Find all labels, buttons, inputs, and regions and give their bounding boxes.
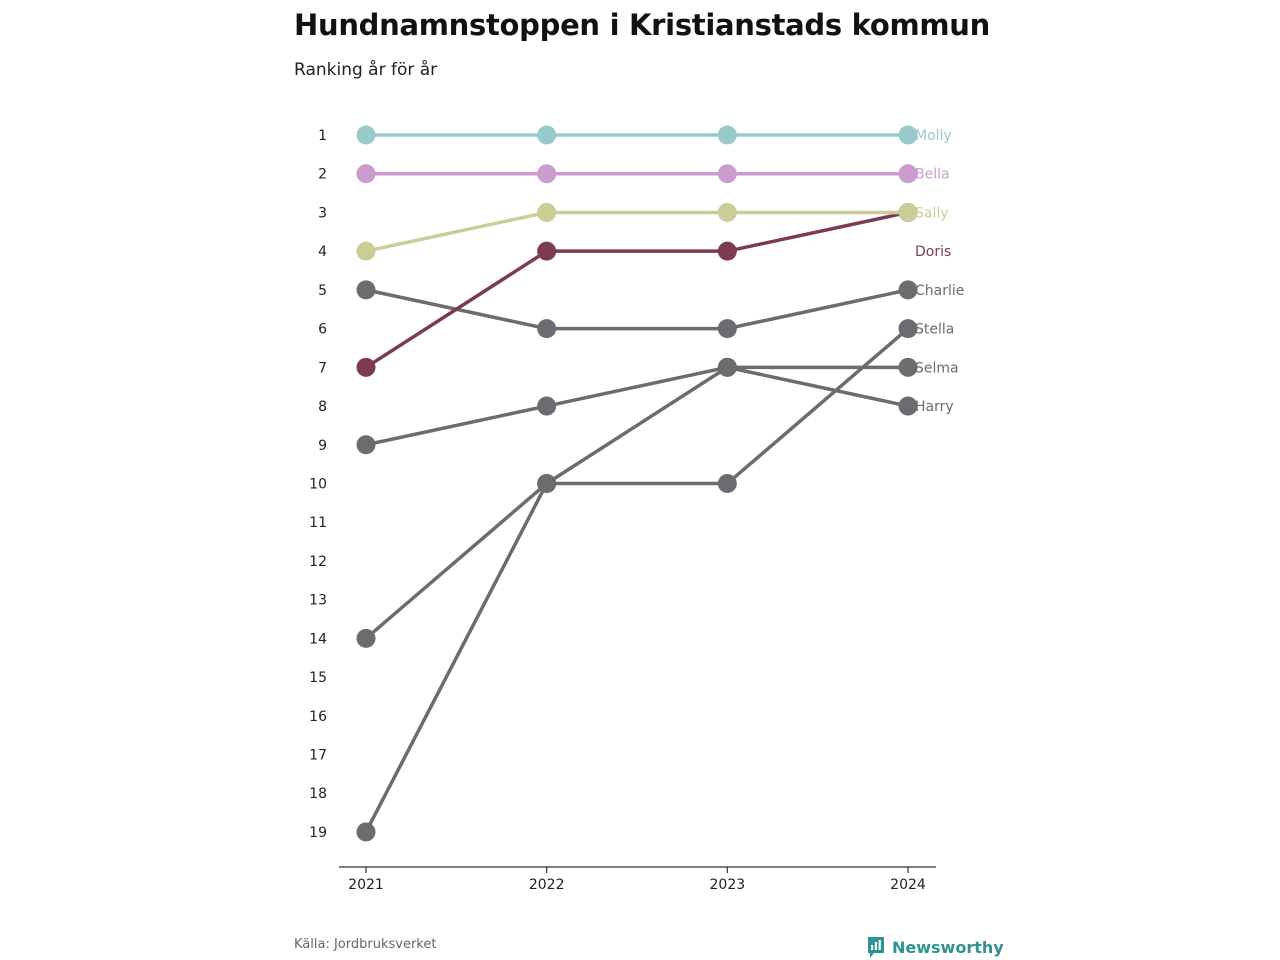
y-tick-label: 14 xyxy=(309,631,327,647)
y-tick-label: 18 xyxy=(309,786,327,802)
y-tick-label: 15 xyxy=(309,670,327,686)
y-tick-label: 13 xyxy=(309,593,327,609)
y-tick-label: 6 xyxy=(318,322,327,338)
data-point xyxy=(537,241,557,261)
brand-name: Newsworthy xyxy=(892,937,1004,957)
data-point xyxy=(717,202,737,222)
y-tick-label: 19 xyxy=(309,825,327,841)
y-tick-label: 9 xyxy=(318,438,327,454)
y-tick-label: 1 xyxy=(318,128,327,144)
data-point xyxy=(898,396,918,416)
series-end-label: Bella xyxy=(915,167,950,183)
y-tick-label: 2 xyxy=(318,167,327,183)
data-point xyxy=(356,357,376,377)
series-line xyxy=(364,326,910,641)
data-point xyxy=(898,319,918,339)
x-tick-label: 2021 xyxy=(348,877,384,893)
series-end-label: Selma xyxy=(915,360,959,376)
data-point xyxy=(717,319,737,339)
x-tick-label: 2023 xyxy=(710,877,746,893)
data-point xyxy=(356,280,376,300)
data-point xyxy=(356,164,376,184)
x-tick-label: 2024 xyxy=(890,877,926,893)
data-point xyxy=(537,473,557,493)
data-point xyxy=(537,319,557,339)
data-point xyxy=(717,164,737,184)
y-tick-label: 12 xyxy=(309,554,327,570)
series-line xyxy=(364,365,910,447)
data-point xyxy=(537,396,557,416)
chart-title: Hundnamnstoppen i Kristianstads kommun xyxy=(294,8,990,42)
data-point xyxy=(356,628,376,648)
series-line xyxy=(364,288,910,331)
series-end-label: Harry xyxy=(915,399,954,415)
x-axis: 2021 2022 2023 2024 xyxy=(339,866,936,893)
y-tick-label: 8 xyxy=(318,399,327,415)
series-lines xyxy=(364,133,910,834)
data-point xyxy=(717,357,737,377)
brand-logo: Newsworthy xyxy=(866,935,1004,959)
data-point xyxy=(898,164,918,184)
data-point xyxy=(537,125,557,145)
series-line xyxy=(364,365,910,834)
data-point xyxy=(898,280,918,300)
series-points xyxy=(356,125,918,842)
data-point xyxy=(356,125,376,145)
data-point xyxy=(717,473,737,493)
chart-subtitle: Ranking år för år xyxy=(294,60,438,80)
data-point xyxy=(356,435,376,455)
y-tick-label: 7 xyxy=(318,360,327,376)
data-point xyxy=(898,357,918,377)
data-point xyxy=(898,202,918,222)
series-end-label: Sally xyxy=(915,205,949,221)
y-tick-label: 16 xyxy=(309,709,327,725)
series-end-label: Molly xyxy=(915,128,952,144)
y-tick-label: 10 xyxy=(309,476,327,492)
series-line xyxy=(364,210,910,253)
source-note: Källa: Jordbruksverket xyxy=(294,937,437,952)
y-tick-label: 11 xyxy=(309,515,327,531)
bar-chart-icon xyxy=(866,935,886,959)
data-point xyxy=(537,164,557,184)
y-tick-label: 17 xyxy=(309,748,327,764)
series-end-label: Stella xyxy=(915,322,954,338)
data-point xyxy=(356,822,376,842)
x-tick-label: 2022 xyxy=(529,877,565,893)
data-point xyxy=(717,241,737,261)
series-line xyxy=(364,210,910,370)
data-point xyxy=(717,125,737,145)
data-point xyxy=(356,241,376,261)
y-tick-label: 3 xyxy=(318,205,327,221)
data-point xyxy=(537,202,557,222)
series-end-label: Charlie xyxy=(915,283,964,299)
end-labels: Molly Bella Sally Doris Charlie Stella Selma Ha… xyxy=(915,128,964,415)
y-tick-label: 5 xyxy=(318,283,327,299)
y-tick-label: 4 xyxy=(318,244,327,260)
data-point xyxy=(898,125,918,145)
series-end-label: Doris xyxy=(915,244,951,260)
